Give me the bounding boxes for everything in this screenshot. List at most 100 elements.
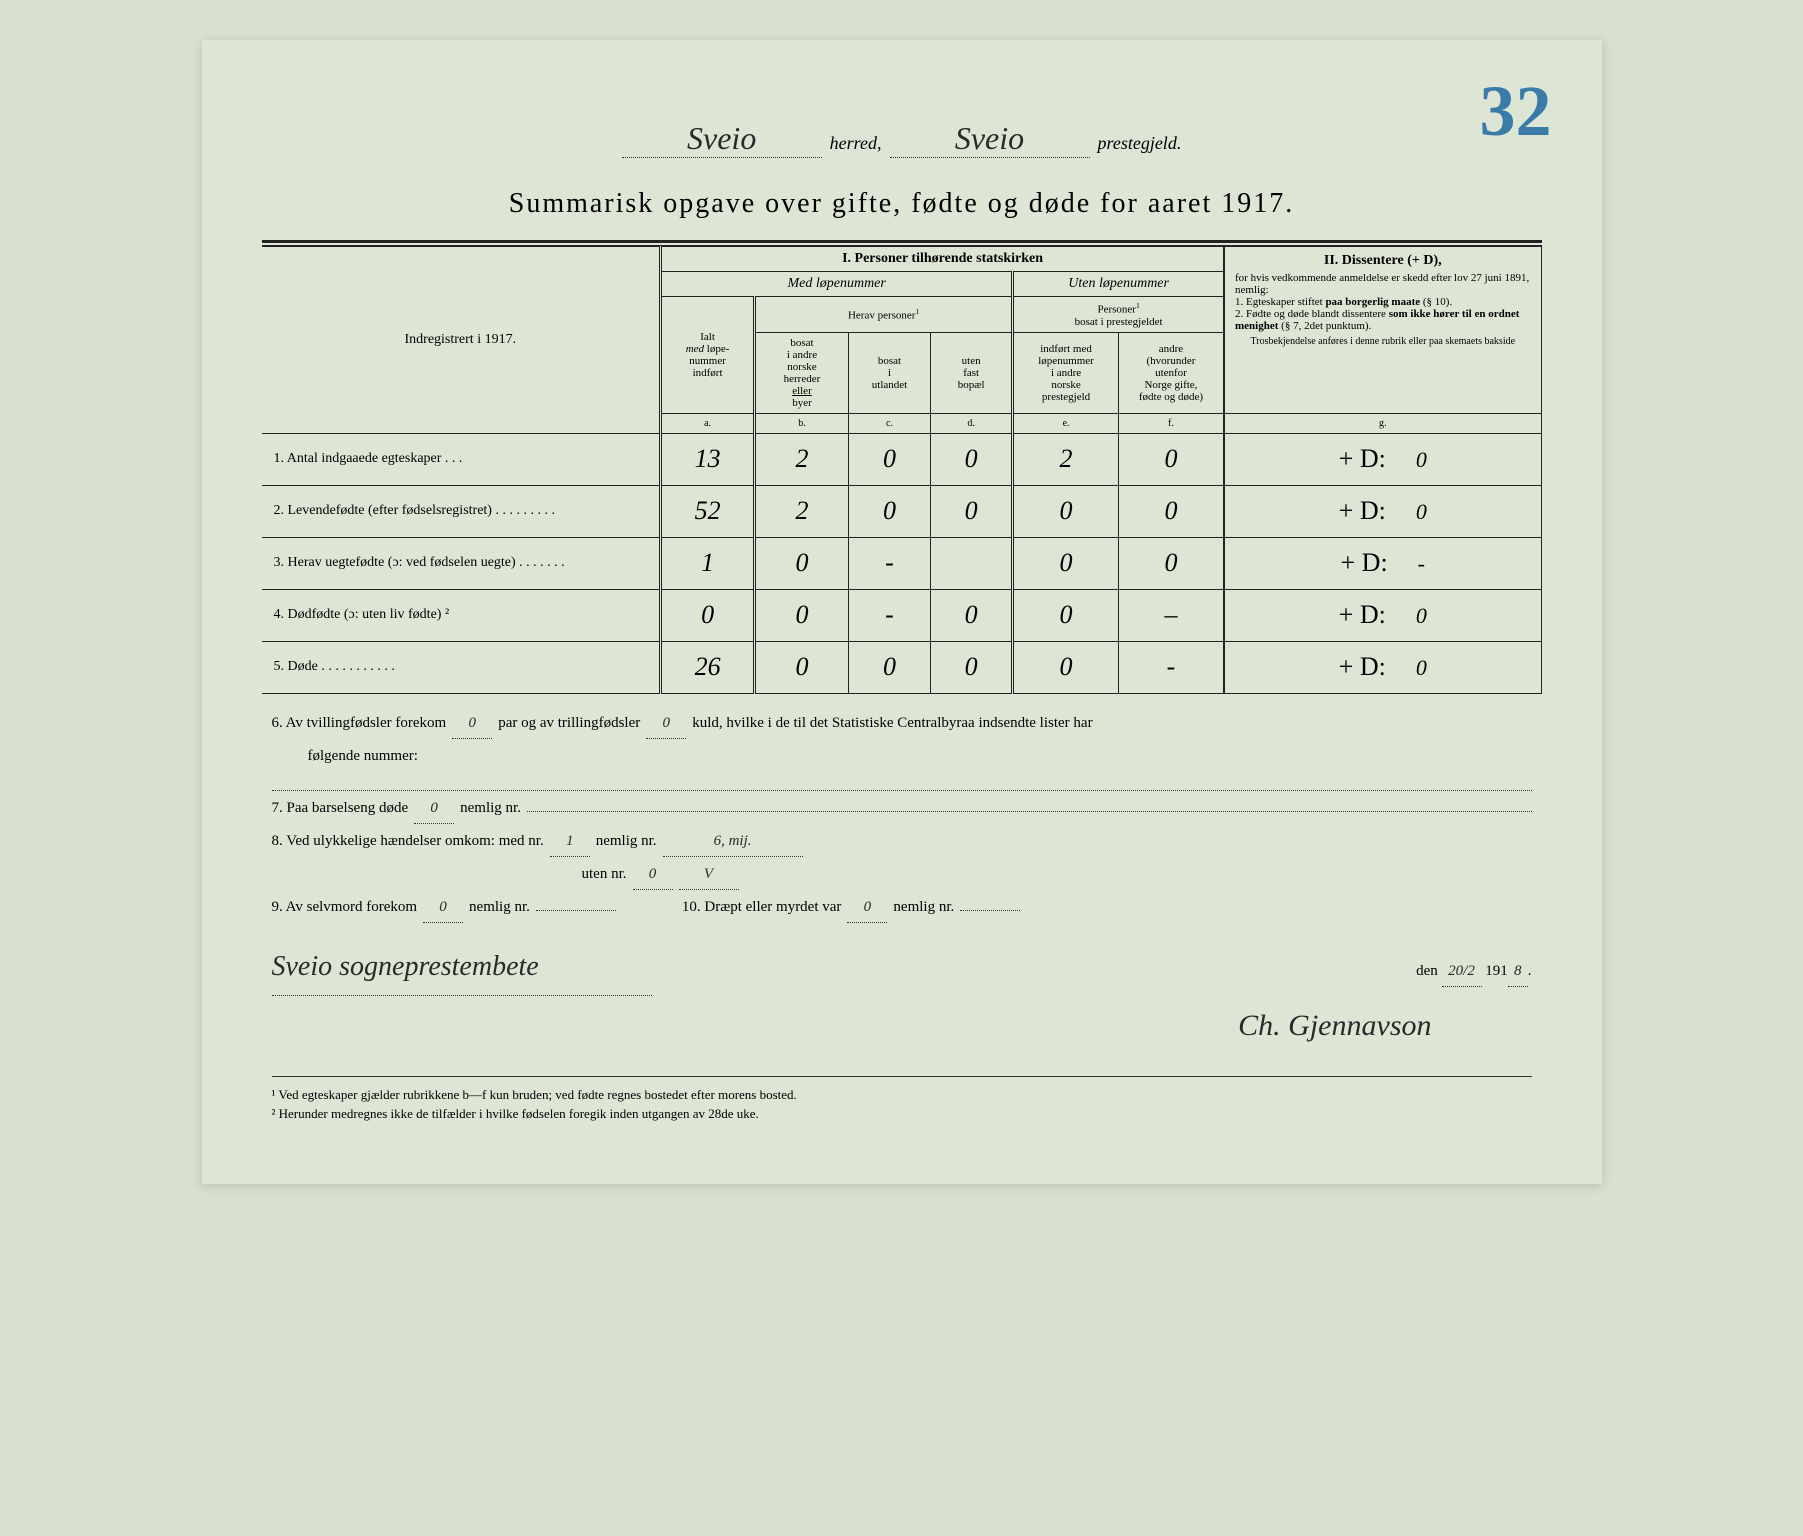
section2-text: for hvis vedkommende anmeldelse er skedd… <box>1235 272 1530 332</box>
cell-g: + D:0 <box>1224 589 1541 641</box>
prestegjeld-label: prestegjeld. <box>1098 133 1182 154</box>
cell-d: 0 <box>931 589 1013 641</box>
cell-a: 26 <box>661 641 755 693</box>
line10-val: 0 <box>847 892 887 923</box>
section2-sub: Trosbekjendelse anføres i denne rubrik e… <box>1235 336 1530 347</box>
cell-f: 0 <box>1118 485 1224 537</box>
cell-c: 0 <box>848 641 930 693</box>
line6-prefix: 6. Av tvillingfødsler forekom <box>272 708 447 738</box>
cell-d: 0 <box>931 641 1013 693</box>
line6-mid: par og av trillingfødsler <box>498 708 640 738</box>
col-letter-d: d. <box>931 413 1013 433</box>
row-label: 3. Herav uegtefødte (ɔ: ved fødselen ueg… <box>262 537 661 589</box>
line9-val: 0 <box>423 892 463 923</box>
line9-suffix: nemlig nr. <box>469 892 530 922</box>
line10-prefix: 10. Dræpt eller myrdet var <box>682 892 842 922</box>
cell-b: 0 <box>755 589 849 641</box>
col-letter-f: f. <box>1118 413 1224 433</box>
row-label: 2. Levendefødte (efter fødselsregistret)… <box>262 485 661 537</box>
cell-g: + D:- <box>1224 537 1541 589</box>
section2-cell: II. Dissentere (+ D), for hvis vedkommen… <box>1224 247 1541 414</box>
cell-e: 0 <box>1013 537 1119 589</box>
signature-name-row: Ch. Gjennavson <box>272 996 1532 1056</box>
col-f-header: andre(hvorunderutenforNorge gifte,fødte … <box>1118 332 1224 413</box>
cell-f: 0 <box>1118 537 1224 589</box>
cell-g: + D:0 <box>1224 433 1541 485</box>
line6-suffix: kuld, hvilke i de til det Statistiske Ce… <box>692 708 1092 738</box>
table-row: 2. Levendefødte (efter fødselsregistret)… <box>262 485 1542 537</box>
line-9-10: 9. Av selvmord forekom 0 nemlig nr. 10. … <box>272 892 1532 923</box>
date-year: 8 <box>1508 956 1528 987</box>
col-d-header: utenfastbopæl <box>931 332 1013 413</box>
row-label: 5. Døde . . . . . . . . . . . <box>262 641 661 693</box>
footnote-1: ¹ Ved egteskaper gjælder rubrikkene b—f … <box>272 1085 1532 1105</box>
col-letter-e: e. <box>1013 413 1119 433</box>
bottom-section: 6. Av tvillingfødsler forekom 0 par og a… <box>262 708 1542 1124</box>
cell-d <box>931 537 1013 589</box>
col-b-header: bosati andrenorskeherrederellerbyer <box>755 332 849 413</box>
table-row: 5. Døde . . . . . . . . . . .260000-+ D:… <box>262 641 1542 693</box>
row-label: 1. Antal indgaaede egteskaper . . . <box>262 433 661 485</box>
line6-tvilling: 0 <box>452 708 492 739</box>
line7-prefix: 7. Paa barselseng døde <box>272 793 409 823</box>
col-letter-b: b. <box>755 413 849 433</box>
cell-e: 2 <box>1013 433 1119 485</box>
cell-e: 0 <box>1013 641 1119 693</box>
page-title: Summarisk opgave over gifte, fødte og dø… <box>262 188 1542 220</box>
date-den: den <box>1416 963 1438 979</box>
cell-b: 2 <box>755 433 849 485</box>
section2-title: II. Dissentere (+ D), <box>1324 253 1442 268</box>
line8-mednr: 1 <box>550 826 590 857</box>
cell-a: 52 <box>661 485 755 537</box>
table-row: 1. Antal indgaaede egteskaper . . .13200… <box>262 433 1542 485</box>
line6-trilling: 0 <box>646 708 686 739</box>
date-year-prefix: 191 <box>1485 963 1508 979</box>
signature-location: Sveio sogneprestembete <box>272 939 652 996</box>
herav-header: Herav personer1 <box>755 297 1013 333</box>
cell-a: 1 <box>661 537 755 589</box>
cell-f: - <box>1118 641 1224 693</box>
line8-uten-label: uten nr. <box>582 859 627 889</box>
line9-prefix: 9. Av selvmord forekom <box>272 892 418 922</box>
cell-b: 0 <box>755 641 849 693</box>
table-row: 3. Herav uegtefødte (ɔ: ved fødselen ueg… <box>262 537 1542 589</box>
cell-d: 0 <box>931 433 1013 485</box>
line7-suffix: nemlig nr. <box>460 793 521 823</box>
prestegjeld-field: Sveio <box>890 120 1090 158</box>
herred-field: Sveio <box>622 120 822 158</box>
cell-e: 0 <box>1013 589 1119 641</box>
line8-vmark: V <box>679 859 739 890</box>
col-e-header: indført medløpenummeri andrenorskepreste… <box>1013 332 1119 413</box>
herred-label: herred, <box>830 133 882 154</box>
signature-row: Sveio sogneprestembete den 20/2 1918. <box>272 939 1532 996</box>
line-6: 6. Av tvillingfødsler forekom 0 par og a… <box>272 708 1532 739</box>
med-lope-header: Med løpenummer <box>661 272 1013 297</box>
cell-b: 2 <box>755 485 849 537</box>
line8-nemlig: nemlig nr. <box>596 826 657 856</box>
summary-table: Indregistrert i 1917. I. Personer tilhør… <box>262 246 1542 694</box>
line-7: 7. Paa barselseng døde 0 nemlig nr. <box>272 793 1532 824</box>
cell-b: 0 <box>755 537 849 589</box>
cell-a: 0 <box>661 589 755 641</box>
cell-e: 0 <box>1013 485 1119 537</box>
col-a-header: Ialtmed løpe-nummerindført <box>661 297 755 414</box>
line8-uten-val: 0 <box>633 859 673 890</box>
col-letter-g: g. <box>1224 413 1541 433</box>
page-number-annotation: 32 <box>1480 70 1552 153</box>
col-letter-a: a. <box>661 413 755 433</box>
table-row: 4. Dødfødte (ɔ: uten liv fødte) ²00-00–+… <box>262 589 1542 641</box>
footnote-2: ² Herunder medregnes ikke de tilfælder i… <box>272 1104 1532 1124</box>
signature-name: Ch. Gjennavson <box>1238 1009 1431 1042</box>
date-day: 20/2 <box>1442 956 1482 987</box>
cell-d: 0 <box>931 485 1013 537</box>
line10-suffix: nemlig nr. <box>893 892 954 922</box>
footnotes: ¹ Ved egteskaper gjælder rubrikkene b—f … <box>272 1076 1532 1124</box>
cell-f: – <box>1118 589 1224 641</box>
cell-a: 13 <box>661 433 755 485</box>
col-c-header: bosatiutlandet <box>848 332 930 413</box>
cell-g: + D:0 <box>1224 641 1541 693</box>
header-line: Sveio herred, Sveio prestegjeld. <box>262 120 1542 158</box>
personer-header: Personer1bosat i prestegjeldet <box>1013 297 1224 333</box>
row-label: 4. Dødfødte (ɔ: uten liv fødte) ² <box>262 589 661 641</box>
line-6b: følgende nummer: <box>272 741 1532 771</box>
